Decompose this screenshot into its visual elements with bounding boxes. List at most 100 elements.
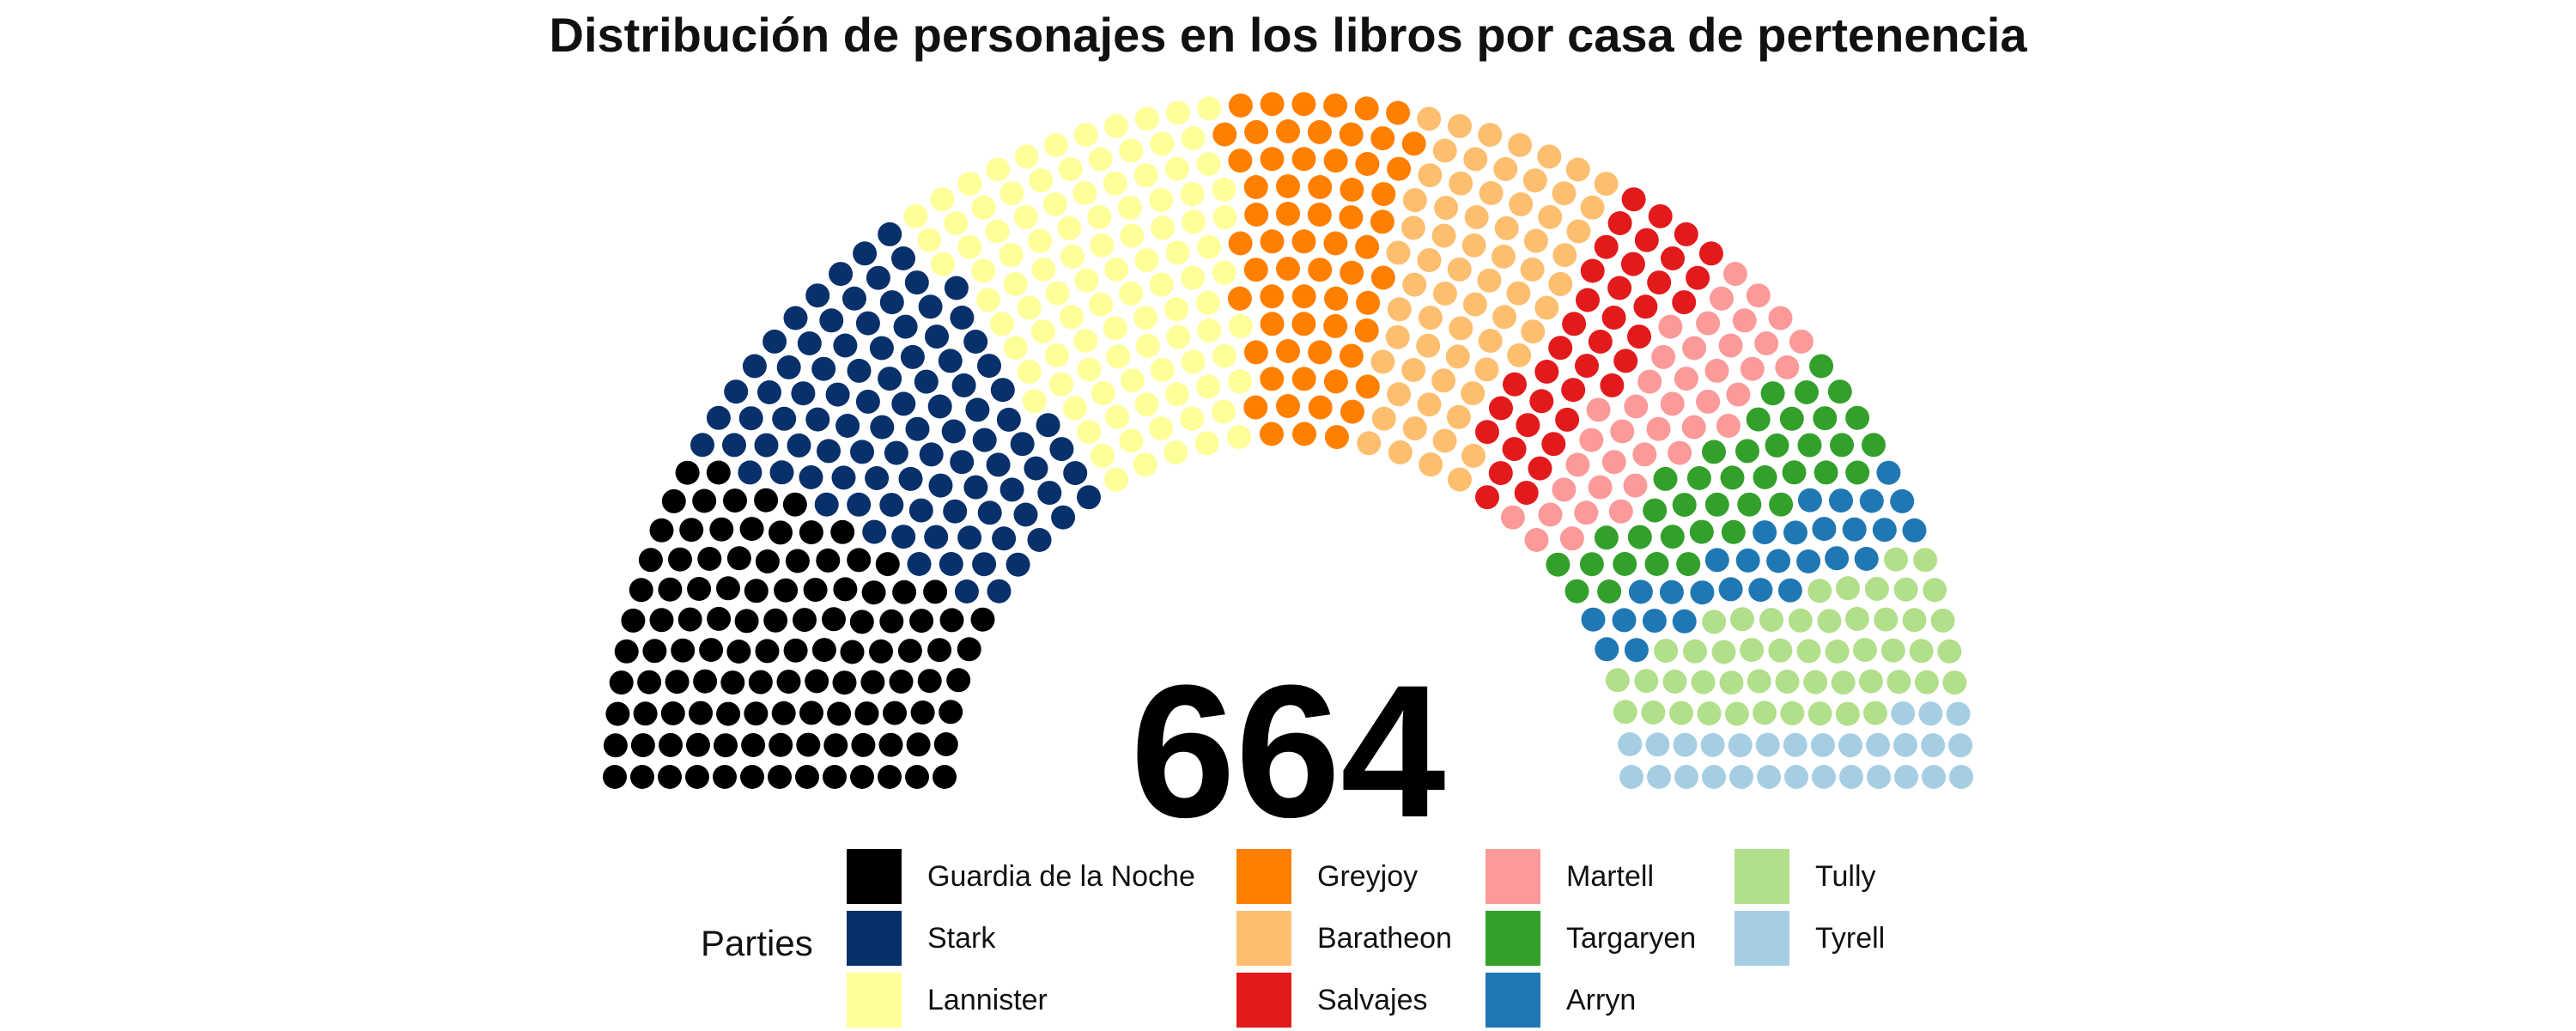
seat-dot [1922, 765, 1946, 789]
legend-item: Targaryen [1485, 907, 1735, 969]
seat-dot [1704, 492, 1729, 517]
seat-dot [783, 306, 808, 331]
seat-dot [1291, 229, 1316, 254]
seat-dot [1782, 460, 1807, 485]
seat-dot [829, 262, 854, 287]
seat-dot [1401, 215, 1425, 240]
seat-dot [724, 379, 749, 404]
seat-dot [1641, 700, 1666, 725]
seat-dot [1541, 432, 1566, 457]
seat-dot [1628, 579, 1653, 604]
seat-dot [1810, 733, 1835, 757]
seat-dot [954, 579, 979, 603]
seat-dot [1402, 188, 1427, 213]
seat-dot [1462, 292, 1487, 317]
seat-dot [661, 488, 686, 513]
seat-dot [795, 765, 819, 789]
seat-dot [891, 391, 916, 416]
seat-dot [1516, 413, 1540, 438]
seat-dot [1387, 297, 1412, 322]
seat-dot [889, 670, 914, 694]
seat-dot [1013, 204, 1038, 229]
seat-dot [1668, 440, 1692, 465]
seat-dot [1565, 157, 1590, 182]
seat-dot [783, 638, 808, 663]
seat-dot [1561, 378, 1586, 403]
seat-dot [1371, 182, 1396, 207]
seat-dot [1844, 606, 1869, 631]
seat-dot [1691, 670, 1716, 694]
seat-dot [1864, 577, 1889, 601]
seat-dot [1831, 670, 1856, 695]
seat-dot [1648, 203, 1673, 228]
seat-dot [1445, 344, 1470, 369]
seat-dot [1702, 610, 1727, 634]
seat-dot [1323, 93, 1348, 118]
seat-dot [1827, 379, 1852, 404]
seat-dot [1552, 243, 1577, 268]
seat-dot [986, 452, 1011, 477]
seat-dot [1521, 319, 1546, 344]
seat-dot [970, 607, 995, 632]
seat-dot [1260, 147, 1285, 172]
seat-dot [1475, 420, 1499, 445]
seat-dot [614, 639, 639, 664]
seat-dot [1884, 547, 1908, 572]
seat-dot [950, 450, 975, 475]
seat-dot [1308, 340, 1333, 365]
legend-key [1485, 849, 1540, 904]
seat-dot [1740, 638, 1765, 663]
legend-item: Salvajes [1236, 969, 1485, 1031]
seat-dot [665, 670, 690, 694]
seat-dot [1902, 608, 1927, 633]
seat-dot [1149, 272, 1174, 297]
seat-dot [1594, 234, 1619, 259]
seat-dot [1212, 122, 1237, 147]
legend-item: Arryn [1485, 969, 1735, 1031]
legend-key [1236, 849, 1291, 904]
seat-dot [1777, 578, 1802, 603]
seat-dot [944, 211, 969, 235]
seat-dot [1842, 517, 1867, 542]
seat-dot [1013, 502, 1038, 527]
seat-dot [1030, 319, 1055, 344]
seat-dot [1529, 389, 1554, 414]
seat-dot [1859, 488, 1884, 513]
seat-dot [740, 765, 764, 789]
seat-dot [1923, 578, 1947, 603]
seat-dot [811, 638, 836, 663]
seat-dot [924, 525, 949, 549]
seat-dot [1291, 367, 1316, 391]
seat-dot [1829, 488, 1853, 513]
seat-dot [996, 407, 1021, 432]
seat-dot [1746, 283, 1771, 308]
seat-dot [1212, 343, 1237, 368]
seat-dot [1307, 119, 1332, 144]
seat-dot [1212, 260, 1236, 285]
seat-dot [1740, 356, 1765, 381]
seat-dot [1464, 205, 1489, 229]
seat-dot [1719, 670, 1744, 695]
seat-dot [660, 701, 685, 725]
seat-dot [1134, 248, 1159, 273]
legend-label: Targaryen [1566, 921, 1697, 955]
seat-dot [1633, 294, 1658, 319]
seat-dot [1594, 172, 1619, 197]
legend-title: Parties [701, 923, 813, 963]
seat-dot [687, 577, 712, 601]
seat-dot [1509, 192, 1534, 216]
seat-dot [883, 700, 907, 725]
seat-dot [603, 733, 628, 758]
legend-label: Lannister [927, 983, 1048, 1016]
seat-dot [1672, 609, 1697, 634]
seat-dot [713, 765, 737, 789]
legend-key [1236, 911, 1291, 966]
seat-dot [697, 547, 722, 571]
seat-dot [797, 331, 822, 355]
seat-dot [1858, 669, 1883, 694]
seat-dot [1662, 670, 1687, 694]
seat-dot [707, 606, 732, 631]
seat-dot [1063, 396, 1087, 421]
seat-dot [1228, 313, 1253, 338]
seat-dot [847, 358, 872, 383]
